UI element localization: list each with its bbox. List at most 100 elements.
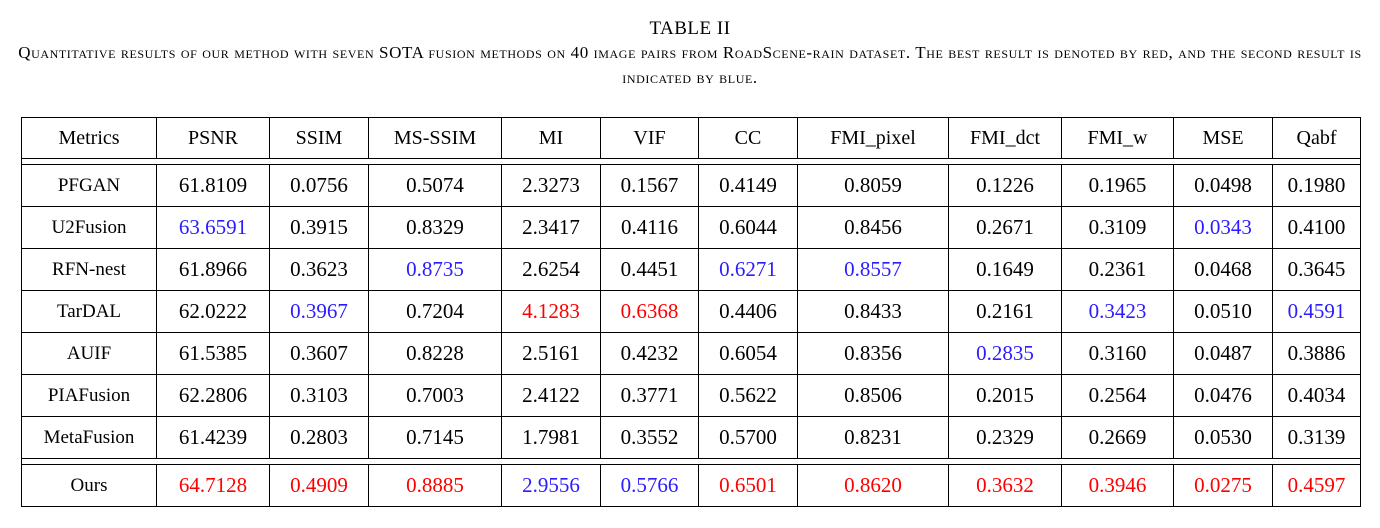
column-header: VIF — [600, 117, 699, 159]
metric-value: 2.6254 — [501, 248, 601, 291]
column-header: FMI_w — [1061, 117, 1174, 159]
column-header: MS-SSIM — [368, 117, 502, 159]
metric-value: 0.2361 — [1061, 248, 1174, 291]
column-header: MI — [501, 117, 601, 159]
metric-value: 2.9556 — [501, 464, 601, 507]
method-name: AUIF — [21, 332, 157, 375]
metric-value: 61.5385 — [156, 332, 270, 375]
metric-value: 0.8620 — [797, 464, 949, 507]
table-caption: TABLE II Quantitative results of our met… — [0, 18, 1380, 90]
metric-value: 0.7003 — [368, 374, 502, 417]
method-name: Ours — [21, 464, 157, 507]
metric-value: 0.8885 — [368, 464, 502, 507]
metric-value: 0.8433 — [797, 290, 949, 333]
metric-value: 0.7145 — [368, 416, 502, 459]
metric-value: 0.3623 — [269, 248, 369, 291]
metric-value: 0.4909 — [269, 464, 369, 507]
metric-value: 1.7981 — [501, 416, 601, 459]
metric-value: 62.2806 — [156, 374, 270, 417]
metric-value: 0.0498 — [1173, 164, 1273, 207]
metric-value: 0.8059 — [797, 164, 949, 207]
table-row: PIAFusion 62.2806 0.3103 0.7003 2.4122 0.3771… — [21, 374, 1361, 417]
metric-value: 0.2015 — [948, 374, 1062, 417]
metric-value: 0.1567 — [600, 164, 699, 207]
metric-value: 0.2835 — [948, 332, 1062, 375]
column-header: Metrics — [21, 117, 157, 159]
metric-value: 0.6044 — [698, 206, 798, 249]
table-row: PFGAN 61.8109 0.0756 0.5074 2.3273 0.1567 0.41… — [21, 164, 1361, 207]
metric-value: 0.0275 — [1173, 464, 1273, 507]
metric-value: 2.4122 — [501, 374, 601, 417]
table-row: MetaFusion 61.4239 0.2803 0.7145 1.7981 0.355… — [21, 416, 1361, 459]
column-header: PSNR — [156, 117, 270, 159]
method-name: RFN-nest — [21, 248, 157, 291]
table-row: U2Fusion 63.6591 0.3915 0.8329 2.3417 0.4116 0… — [21, 206, 1361, 249]
metric-value: 0.8506 — [797, 374, 949, 417]
header-row: Metrics PSNR SSIM MS-SSIM MI VIF CC FMI_pixel FM… — [21, 117, 1361, 159]
metric-value: 0.3103 — [269, 374, 369, 417]
metric-value: 0.4451 — [600, 248, 699, 291]
metric-value: 0.8231 — [797, 416, 949, 459]
metric-value: 0.5766 — [600, 464, 699, 507]
metric-value: 0.1965 — [1061, 164, 1174, 207]
metric-value: 0.3946 — [1061, 464, 1174, 507]
metric-value: 0.3771 — [600, 374, 699, 417]
metric-value: 0.2671 — [948, 206, 1062, 249]
column-header: Qabf — [1272, 117, 1361, 159]
metric-value: 2.3417 — [501, 206, 601, 249]
metric-value: 0.0468 — [1173, 248, 1273, 291]
metric-value: 64.7128 — [156, 464, 270, 507]
method-name: U2Fusion — [21, 206, 157, 249]
column-header: FMI_pixel — [797, 117, 949, 159]
metric-value: 0.1980 — [1272, 164, 1361, 207]
metric-value: 0.3632 — [948, 464, 1062, 507]
table-row: RFN-nest 61.8966 0.3623 0.8735 2.6254 0.4451 0… — [21, 248, 1361, 291]
table-row: TarDAL 62.0222 0.3967 0.7204 4.1283 0.6368 0.4… — [21, 290, 1361, 333]
caption-text: Quantitative results of our method with … — [18, 43, 1362, 87]
table-row: AUIF 61.5385 0.3607 0.8228 2.5161 0.4232 0.605… — [21, 332, 1361, 375]
metric-value: 0.0510 — [1173, 290, 1273, 333]
metric-value: 0.0343 — [1173, 206, 1273, 249]
metric-value: 61.8109 — [156, 164, 270, 207]
metric-value: 0.3607 — [269, 332, 369, 375]
method-name: TarDAL — [21, 290, 157, 333]
metric-value: 0.4034 — [1272, 374, 1361, 417]
metric-value: 0.8557 — [797, 248, 949, 291]
method-name: PIAFusion — [21, 374, 157, 417]
metric-value: 0.0756 — [269, 164, 369, 207]
metric-value: 0.3423 — [1061, 290, 1174, 333]
metric-value: 0.3886 — [1272, 332, 1361, 375]
metric-value: 0.5622 — [698, 374, 798, 417]
metric-value: 4.1283 — [501, 290, 601, 333]
metric-value: 0.5700 — [698, 416, 798, 459]
metric-value: 0.4232 — [600, 332, 699, 375]
metric-value: 0.4597 — [1272, 464, 1361, 507]
metric-value: 61.8966 — [156, 248, 270, 291]
column-header: CC — [698, 117, 798, 159]
metric-value: 0.6054 — [698, 332, 798, 375]
metric-value: 0.2669 — [1061, 416, 1174, 459]
method-name: MetaFusion — [21, 416, 157, 459]
metric-value: 0.0487 — [1173, 332, 1273, 375]
metric-value: 0.8456 — [797, 206, 949, 249]
metric-value: 0.2803 — [269, 416, 369, 459]
metric-value: 0.0476 — [1173, 374, 1273, 417]
table-label: TABLE II — [649, 18, 731, 39]
table-row: Ours 64.7128 0.4909 0.8885 2.9556 0.5766 0.650… — [21, 464, 1361, 507]
metric-value: 0.4591 — [1272, 290, 1361, 333]
metric-value: 0.4149 — [698, 164, 798, 207]
metric-value: 0.8735 — [368, 248, 502, 291]
metric-value: 0.4406 — [698, 290, 798, 333]
metric-value: 0.3645 — [1272, 248, 1361, 291]
metric-value: 0.4100 — [1272, 206, 1361, 249]
metric-value: 0.3109 — [1061, 206, 1174, 249]
metric-value: 0.4116 — [600, 206, 699, 249]
metric-value: 0.6271 — [698, 248, 798, 291]
metric-value: 0.3915 — [269, 206, 369, 249]
column-header: FMI_dct — [948, 117, 1062, 159]
metric-value: 62.0222 — [156, 290, 270, 333]
method-name: PFGAN — [21, 164, 157, 207]
column-header: SSIM — [269, 117, 369, 159]
column-header: MSE — [1173, 117, 1273, 159]
metric-value: 0.5074 — [368, 164, 502, 207]
